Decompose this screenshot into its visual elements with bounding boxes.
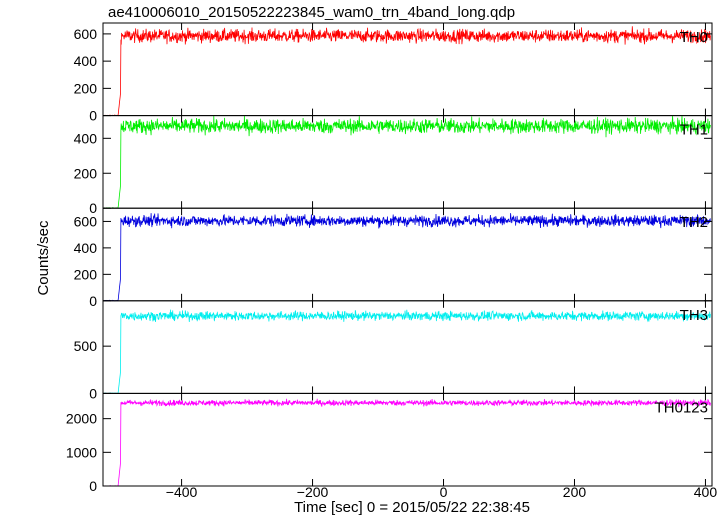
x-tick-label: 400 xyxy=(694,484,718,500)
y-tick-label: 500 xyxy=(74,338,98,354)
y-tick-label: 600 xyxy=(74,26,98,42)
y-tick-label: 1000 xyxy=(66,444,97,460)
series-line-TH0123 xyxy=(104,398,711,487)
y-tick-label: 400 xyxy=(74,53,98,69)
series-line-TH2 xyxy=(104,213,711,302)
series-line-TH0 xyxy=(104,26,711,117)
series-label-TH2: TH2 xyxy=(680,214,708,231)
y-tick-label: 2000 xyxy=(66,411,97,427)
panel-frame-TH0123 xyxy=(102,392,713,487)
panels: 0 200 400 600 TH0 0 200 400 TH1 0 200 400 600 TH2 0 500… xyxy=(66,22,718,500)
series-line-TH3 xyxy=(104,309,711,394)
y-tick-label: 200 xyxy=(74,266,98,282)
y-axis-label: Counts/sec xyxy=(35,220,52,296)
x-tick-label: −200 xyxy=(297,484,329,500)
x-tick-label: 200 xyxy=(563,484,587,500)
y-tick-label: 0 xyxy=(89,478,97,494)
chart-title: ae410006010_20150522223845_wam0_trn_4ban… xyxy=(108,4,515,21)
y-tick-label: 200 xyxy=(74,165,98,181)
y-tick-label: 0 xyxy=(89,293,97,309)
series-line-TH1 xyxy=(104,115,711,209)
y-tick-label: 0 xyxy=(89,108,97,124)
x-tick-label: −400 xyxy=(166,484,198,500)
y-tick-label: 400 xyxy=(74,240,98,256)
y-tick-label: 600 xyxy=(74,213,98,229)
series-label-TH3: TH3 xyxy=(680,307,708,324)
series-label-TH0: TH0 xyxy=(680,29,708,46)
y-tick-label: 0 xyxy=(89,385,97,401)
x-tick-label: 0 xyxy=(440,484,448,500)
series-label-TH0123: TH0123 xyxy=(655,399,708,416)
series-label-TH1: TH1 xyxy=(680,122,708,139)
y-tick-label: 200 xyxy=(74,80,98,96)
x-axis-label: Time [sec] 0 = 2015/05/22 22:38:45 xyxy=(294,499,530,516)
y-tick-label: 400 xyxy=(74,130,98,146)
y-tick-label: 0 xyxy=(89,200,97,216)
